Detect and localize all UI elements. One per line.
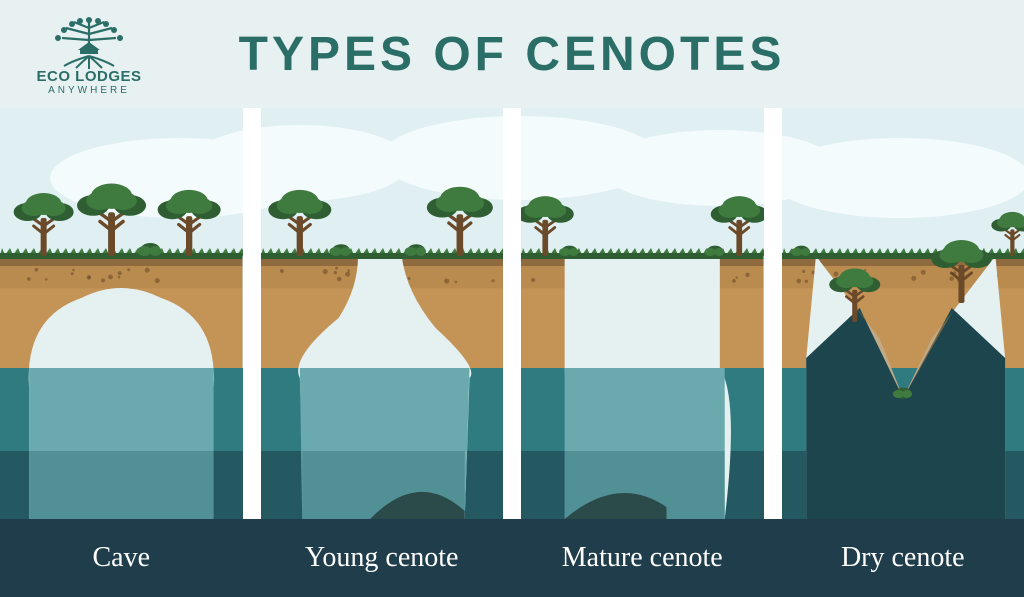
brand-logo: ECO LODGES ANYWHERE	[24, 6, 154, 106]
logo-tree-icon	[44, 16, 134, 71]
diagram-stage: CaveYoung cenoteMature cenoteDry cenote	[0, 108, 1024, 597]
header: ECO LODGES ANYWHERE TYPES OF CENOTES	[0, 0, 1024, 108]
cenote-label-dry: Dry cenote	[764, 519, 1024, 597]
cenote-label-young: Young cenote	[243, 519, 504, 597]
logo-text-line2: ANYWHERE	[48, 86, 130, 96]
cenote-label-mature: Mature cenote	[503, 519, 764, 597]
logo-text-line1: ECO LODGES	[36, 69, 141, 84]
label-strip: CaveYoung cenoteMature cenoteDry cenote	[0, 519, 1024, 597]
cenote-label-cave: Cave	[0, 519, 243, 597]
